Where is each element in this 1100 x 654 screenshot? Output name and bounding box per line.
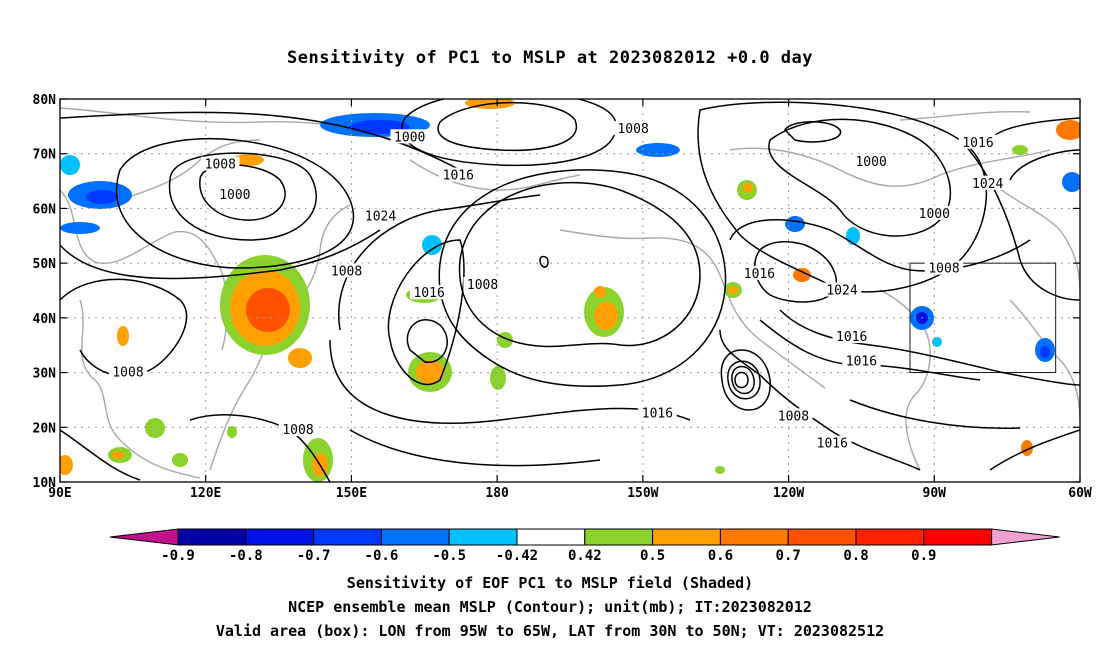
- colorbar-min-arrow: [109, 528, 179, 546]
- contour-label: 1008: [928, 262, 959, 277]
- colorbar-segment: [177, 528, 247, 546]
- contour-label: 1008: [467, 278, 498, 293]
- colorbar-tick-label: -0.9: [161, 548, 195, 564]
- contour-label: 1016: [846, 355, 877, 370]
- colorbar-segment: [448, 528, 518, 546]
- contour-label: 1008: [778, 409, 809, 424]
- valid-area-box: [909, 262, 1057, 374]
- contour-label: 1000: [394, 130, 425, 145]
- map-title: Sensitivity of PC1 to MSLP at 2023082012…: [286, 48, 813, 68]
- lat-label: 20N: [33, 421, 57, 436]
- colorbar-tick-label: 0.9: [911, 548, 936, 564]
- lat-label: 10N: [33, 476, 57, 491]
- lon-label: 150W: [627, 486, 658, 501]
- colorbar-segment: [313, 528, 382, 546]
- contour-label: 1024: [972, 177, 1003, 192]
- colorbar-tick-label: -0.8: [229, 548, 263, 564]
- colorbar-segment: [652, 528, 721, 546]
- lat-label: 30N: [33, 367, 57, 382]
- contour-label: 1016: [962, 136, 993, 151]
- colorbar-tick-label: 0.42: [568, 548, 602, 564]
- caption-line-3: Valid area (box): LON from 95W to 65W, L…: [215, 622, 885, 640]
- colorbar-segment: [584, 528, 654, 546]
- contour-labels: 1000 1008 1008 1000 1016 1024 1000 1016 1024 1000…: [108, 121, 1007, 452]
- latitude-labels: 80N 70N 60N 50N 40N 30N 20N 10N: [33, 93, 57, 491]
- lon-label: 90W: [923, 486, 947, 501]
- contour-label: 1000: [219, 188, 250, 203]
- colorbar-segment: [516, 528, 586, 546]
- contour-label: 1000: [855, 155, 886, 170]
- contour-label: 1008: [112, 366, 143, 381]
- contour-label: 1016: [642, 407, 673, 422]
- colorbar-segment: [719, 528, 789, 546]
- contour-label: 1008: [617, 122, 648, 137]
- lat-label: 80N: [33, 93, 57, 108]
- lat-label: 70N: [33, 148, 57, 163]
- caption-line-2: NCEP ensemble mean MSLP (Contour); unit(…: [288, 598, 812, 616]
- colorbar-tick-label: -0.7: [297, 548, 331, 564]
- contour-label: 1008: [331, 264, 362, 279]
- lat-label: 40N: [33, 312, 57, 327]
- colorbar-tick-label: 0.7: [776, 548, 801, 564]
- lat-label: 50N: [33, 257, 57, 272]
- contour-label: 1016: [744, 267, 775, 282]
- lon-label: 90E: [48, 486, 71, 501]
- colorbar-segment: [787, 528, 857, 546]
- lon-label: 180: [485, 486, 509, 501]
- map-background: [60, 99, 1080, 482]
- caption-line-1: Sensitivity of EOF PC1 to MSLP field (Sh…: [346, 574, 754, 592]
- contour-label: 1008: [205, 158, 236, 173]
- map-frame: [59, 98, 1081, 483]
- colorbar-segment: [855, 528, 925, 546]
- colorbar-segment: [245, 528, 315, 546]
- contour-label: 1008: [282, 423, 313, 438]
- lon-label: 120E: [190, 486, 221, 501]
- lat-label: 60N: [33, 202, 57, 217]
- colorbar-tick-label: -0.6: [365, 548, 399, 564]
- colorbar-segment: [923, 528, 993, 546]
- colorbar: [109, 528, 1060, 546]
- colorbar-tick-label: -0.42: [496, 548, 538, 564]
- lon-label: 60W: [1068, 486, 1092, 501]
- colorbar-tick-label: 0.6: [708, 548, 733, 564]
- colorbar-tick-label: 0.8: [843, 548, 868, 564]
- contour-label: 1024: [365, 210, 396, 225]
- colorbar-segment: [380, 528, 450, 546]
- colorbar-tick-label: 0.5: [640, 548, 665, 564]
- contour-label: 1016: [413, 286, 444, 301]
- lon-label: 120W: [773, 486, 804, 501]
- longitude-labels: 90E 120E 150E 180 150W 120W 90W 60W: [48, 486, 1092, 501]
- contour-label: 1024: [826, 284, 857, 299]
- axis-ticks: [59, 98, 1081, 483]
- contour-label: 1000: [919, 207, 950, 222]
- colorbar-tick-label: -0.5: [432, 548, 466, 564]
- contour-label: 1016: [443, 169, 474, 184]
- colorbar-labels: -0.9 -0.8 -0.7 -0.6 -0.5 -0.42 0.42 0.5 0.6 0.7 0.…: [161, 548, 936, 564]
- contour-label: 1016: [836, 330, 867, 345]
- mslp-contours: [60, 99, 1080, 482]
- lon-label: 150E: [336, 486, 367, 501]
- colorbar-max-arrow: [991, 528, 1060, 546]
- contour-label: 1016: [817, 437, 848, 452]
